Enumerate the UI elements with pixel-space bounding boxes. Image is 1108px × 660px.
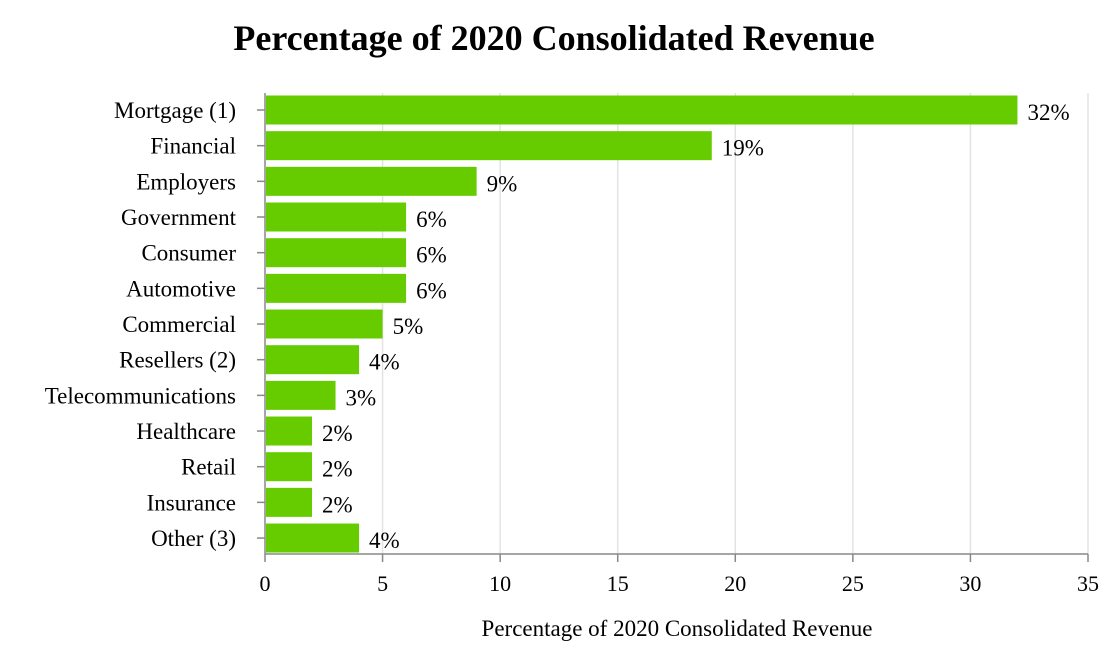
x-tick-label: 10 — [489, 571, 511, 596]
x-tick-label: 30 — [959, 571, 981, 596]
value-label: 2% — [322, 457, 353, 482]
bar — [266, 131, 712, 161]
bar — [266, 345, 360, 375]
x-tick-label: 15 — [607, 571, 629, 596]
value-label: 6% — [416, 243, 447, 268]
bar — [266, 202, 407, 232]
value-label: 32% — [1027, 100, 1069, 125]
value-label: 19% — [722, 136, 764, 161]
value-label: 2% — [322, 492, 353, 517]
bar — [266, 166, 477, 196]
x-tick-label: 0 — [260, 571, 271, 596]
value-label: 9% — [487, 171, 518, 196]
bar — [266, 523, 360, 553]
value-label: 6% — [416, 278, 447, 303]
x-tick-label: 25 — [842, 571, 864, 596]
grid-lines — [381, 93, 1089, 554]
bar — [266, 273, 407, 303]
category-label: Employers — [136, 169, 236, 194]
bar — [266, 380, 336, 410]
category-label: Resellers (2) — [119, 348, 236, 373]
chart-title: Percentage of 2020 Consolidated Revenue — [233, 18, 874, 58]
category-label: Retail — [181, 455, 236, 480]
value-label: 2% — [322, 421, 353, 446]
bar — [266, 309, 383, 339]
category-label: Commercial — [122, 312, 236, 337]
value-label: 6% — [416, 207, 447, 232]
bar — [266, 416, 313, 446]
labels: 0 5 10 15 20 25 30 35 Mortgage (1) 32% Financial 19… — [45, 98, 1099, 596]
category-label: Mortgage (1) — [114, 98, 236, 123]
category-label: Consumer — [141, 241, 236, 266]
bar — [266, 95, 1018, 125]
category-label: Telecommunications — [45, 383, 236, 408]
bar — [266, 238, 407, 268]
category-label: Insurance — [147, 490, 236, 515]
bars — [266, 95, 1018, 553]
category-label: Government — [121, 205, 237, 230]
category-label: Automotive — [126, 276, 236, 301]
bar — [266, 452, 313, 482]
value-label: 5% — [393, 314, 424, 339]
x-tick-label: 35 — [1077, 571, 1099, 596]
bar — [266, 487, 313, 517]
x-axis-label: Percentage of 2020 Consolidated Revenue — [482, 616, 873, 641]
x-tick-label: 20 — [724, 571, 746, 596]
x-tick-label: 5 — [377, 571, 388, 596]
category-label: Financial — [150, 134, 236, 159]
value-label: 4% — [369, 528, 400, 553]
category-label: Healthcare — [136, 419, 236, 444]
axes — [257, 93, 1089, 562]
value-label: 3% — [346, 385, 377, 410]
value-label: 4% — [369, 350, 400, 375]
category-label: Other (3) — [151, 526, 236, 551]
